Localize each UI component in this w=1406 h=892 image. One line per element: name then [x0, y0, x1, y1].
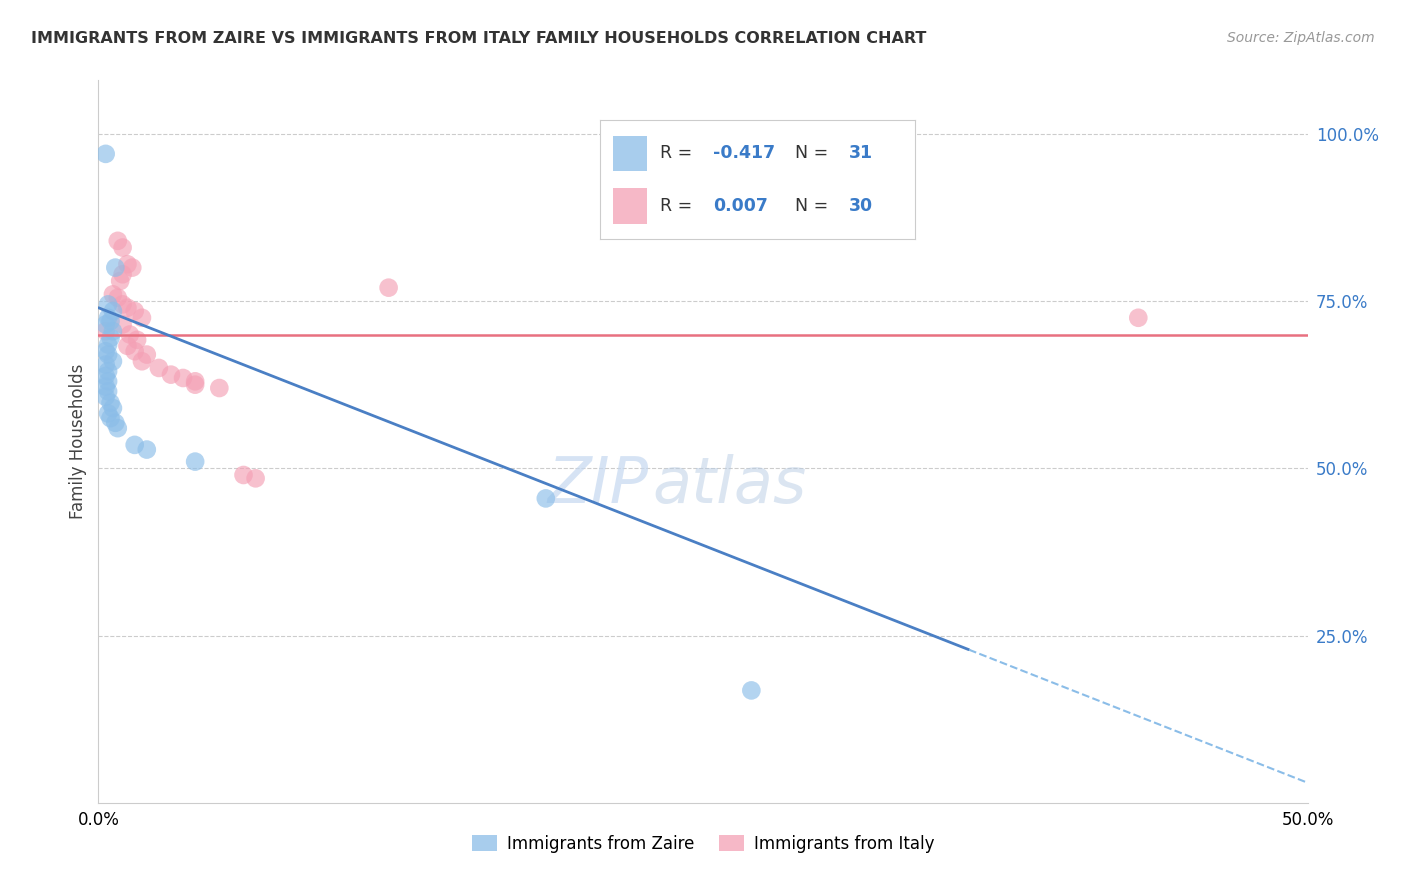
Point: [131, 310, 153, 325]
Point: [184, 375, 207, 389]
Point: [94, 324, 117, 338]
Point: [97, 407, 120, 421]
Point: [107, 291, 129, 305]
Point: [94, 369, 117, 384]
Point: [97, 375, 120, 389]
Point: [100, 314, 122, 328]
Text: Source: ZipAtlas.com: Source: ZipAtlas.com: [1227, 31, 1375, 45]
Point: [160, 368, 183, 382]
Point: [131, 354, 153, 368]
Point: [104, 260, 127, 275]
Point: [232, 467, 254, 482]
Point: [107, 421, 129, 435]
Point: [101, 324, 124, 338]
Point: [127, 333, 149, 347]
Point: [107, 234, 129, 248]
Point: [100, 396, 122, 410]
Point: [534, 491, 557, 506]
Legend: Immigrants from Zaire, Immigrants from Italy: Immigrants from Zaire, Immigrants from I…: [465, 828, 941, 860]
Point: [97, 337, 120, 351]
Point: [148, 361, 170, 376]
Point: [101, 304, 124, 318]
Point: [111, 297, 134, 311]
Point: [97, 348, 120, 362]
Point: [101, 354, 124, 368]
Point: [101, 287, 124, 301]
Point: [117, 301, 139, 315]
Y-axis label: Family Households: Family Households: [69, 364, 87, 519]
Point: [97, 297, 120, 311]
Point: [97, 364, 120, 378]
Point: [245, 471, 267, 485]
Point: [100, 411, 122, 425]
Point: [94, 147, 117, 161]
Point: [94, 390, 117, 404]
Point: [184, 455, 207, 469]
Point: [111, 318, 134, 332]
Point: [740, 683, 762, 698]
Point: [172, 371, 194, 385]
Point: [108, 274, 131, 288]
Point: [118, 327, 141, 342]
Point: [121, 260, 143, 275]
Point: [94, 318, 117, 332]
Point: [117, 257, 139, 271]
Point: [94, 358, 117, 372]
Text: IMMIGRANTS FROM ZAIRE VS IMMIGRANTS FROM ITALY FAMILY HOUSEHOLDS CORRELATION CHA: IMMIGRANTS FROM ZAIRE VS IMMIGRANTS FROM…: [31, 31, 927, 46]
Point: [97, 384, 120, 399]
Text: atlas: atlas: [652, 454, 807, 516]
Point: [377, 281, 399, 295]
Point: [94, 380, 117, 394]
Point: [1128, 310, 1150, 325]
Point: [97, 310, 120, 325]
Point: [117, 339, 139, 353]
Point: [135, 442, 157, 457]
Point: [111, 241, 134, 255]
Point: [94, 344, 117, 359]
Point: [124, 304, 146, 318]
Point: [100, 331, 122, 345]
Point: [104, 416, 127, 430]
Point: [101, 401, 124, 416]
Point: [135, 348, 157, 362]
Point: [184, 377, 207, 392]
Text: ZIP: ZIP: [547, 454, 648, 516]
Point: [208, 381, 231, 395]
Point: [111, 268, 134, 282]
Point: [124, 344, 146, 359]
Point: [124, 438, 146, 452]
